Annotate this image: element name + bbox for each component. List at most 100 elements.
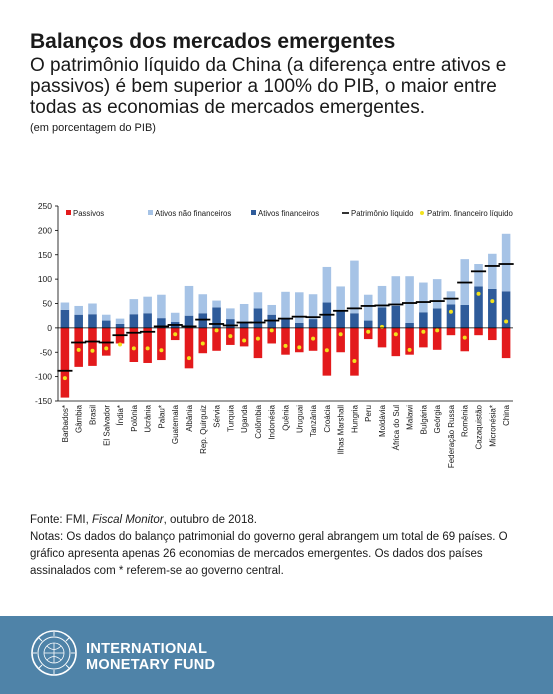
net-financial-worth-dot (269, 328, 274, 333)
imf-seal-icon (31, 630, 77, 676)
x-axis: Barbados* Gâmbia Brasil El Salvador Índia* Po… (58, 400, 513, 468)
net-financial-worth-dot (104, 346, 109, 351)
bar-nonfinancial-assets (295, 292, 304, 323)
net-financial-worth-dot (228, 334, 233, 339)
y-tick-label: 250 (38, 201, 52, 211)
x-tick-label: Romênia (461, 404, 470, 437)
chart-subtitle: O patrimônio líquido da China (a diferen… (30, 55, 507, 118)
balance-sheet-chart: 250 200 150 100 50 0 -50 -100 -150 Barbados* Gâmb… (35, 201, 514, 468)
x-tick-label: Malawi (406, 405, 415, 430)
legend-liabilities-swatch (66, 210, 71, 215)
x-tick-label: Polônia (130, 404, 139, 431)
x-tick-label: Croácia (323, 404, 332, 432)
bar-financial-assets (157, 318, 166, 328)
x-tick-label: Geórgia (433, 404, 442, 433)
bar-financial-assets (88, 314, 97, 328)
bar-nonfinancial-assets (281, 291, 290, 320)
net-financial-worth-dot (159, 348, 164, 353)
bar-financial-assets (336, 309, 345, 328)
bar-nonfinancial-assets (267, 304, 276, 315)
bar-liabilities (295, 327, 304, 353)
net-financial-worth-dot (214, 328, 219, 333)
bar-financial-assets (129, 314, 139, 328)
imf-wordmark: INTERNATIONAL MONETARY FUND (86, 641, 215, 673)
bar-liabilities (239, 327, 249, 347)
x-tick-label: Gâmbia (75, 404, 84, 433)
source-prefix: Fonte: FMI, (30, 514, 92, 526)
bar-financial-assets (363, 320, 373, 328)
legend-net-financial-worth-swatch (420, 211, 424, 215)
bar-nonfinancial-assets (432, 279, 442, 309)
bar-nonfinancial-assets (101, 314, 111, 321)
bar-financial-assets (143, 313, 152, 328)
markers-layer (57, 263, 514, 381)
legend: Passivos Ativos não financeiros Ativos fin… (66, 209, 513, 218)
bar-liabilities (253, 327, 263, 359)
bar-nonfinancial-assets (363, 294, 373, 321)
net-financial-worth-dot (407, 347, 412, 352)
net-financial-worth-dot (448, 309, 453, 314)
bar-nonfinancial-assets (143, 296, 152, 314)
bar-nonfinancial-assets (391, 276, 401, 306)
bar-financial-assets (295, 323, 304, 328)
x-tick-label: Barbados* (61, 405, 70, 442)
x-tick-label: Ilhas Marshall (337, 405, 346, 455)
net-financial-worth-dot (435, 328, 440, 333)
net-financial-worth-dot (338, 332, 343, 337)
bar-financial-assets (101, 320, 111, 328)
bar-nonfinancial-assets (239, 303, 249, 323)
bar-financial-assets (419, 312, 428, 328)
y-tick-label: -150 (35, 396, 52, 406)
net-financial-worth-dot (366, 329, 371, 334)
bar-financial-assets (60, 309, 70, 328)
bar-liabilities (432, 327, 442, 350)
bar-liabilities (377, 327, 387, 348)
brand-line-2: MONETARY FUND (86, 657, 216, 673)
x-tick-label: Rep. Quirguiz (199, 405, 208, 454)
x-tick-label: Indonésia (268, 404, 277, 439)
net-financial-worth-dot (490, 299, 495, 304)
bar-liabilities (474, 327, 483, 336)
x-tick-label: Palau* (157, 405, 166, 429)
bar-nonfinancial-assets (129, 299, 139, 315)
net-financial-worth-dot (380, 324, 385, 329)
bar-liabilities (129, 327, 139, 362)
bars-layer (60, 233, 511, 398)
bar-financial-assets (432, 308, 442, 328)
bar-liabilities (267, 327, 276, 344)
y-tick-label: 50 (43, 299, 53, 309)
y-tick-label: -100 (35, 372, 52, 382)
x-tick-label: Peru (364, 405, 373, 422)
net-financial-worth-dot (283, 343, 288, 348)
bar-nonfinancial-assets (198, 294, 208, 314)
bar-nonfinancial-assets (419, 282, 428, 313)
x-tick-label: Ucrânia (144, 404, 153, 432)
bar-nonfinancial-assets (226, 308, 235, 320)
net-financial-worth-dot (242, 338, 247, 343)
header: Balanços dos mercados emergentes O patri… (30, 30, 530, 134)
bar-nonfinancial-assets (405, 276, 414, 323)
imf-footer: INTERNATIONAL MONETARY FUND (0, 616, 553, 694)
bar-financial-assets (198, 313, 208, 328)
bar-nonfinancial-assets (157, 294, 166, 319)
bar-nonfinancial-assets (322, 266, 332, 303)
net-financial-worth-dot (421, 329, 426, 334)
legend-financial-assets-label: Ativos financeiros (258, 209, 319, 218)
bar-financial-assets (239, 323, 249, 328)
x-tick-label: Brasil (88, 405, 97, 425)
x-tick-label: África do Sul (392, 405, 401, 451)
legend-nonfinancial-assets-swatch (148, 210, 153, 215)
legend-financial-assets-swatch (251, 210, 256, 215)
net-financial-worth-dot (76, 347, 81, 352)
chart-title: Balanços dos mercados emergentes (30, 30, 396, 53)
bar-financial-assets (405, 323, 414, 328)
x-tick-label: Uganda (240, 404, 249, 433)
notes-block: Fonte: FMI, Fiscal Monitor, outubro de 2… (30, 512, 530, 580)
bar-financial-assets (115, 323, 125, 328)
bar-financial-assets (226, 319, 235, 328)
bar-liabilities (350, 327, 359, 376)
legend-net-financial-worth-label: Patrim. financeiro líquido (427, 209, 513, 218)
bar-liabilities (446, 327, 456, 336)
bar-financial-assets (391, 305, 401, 328)
net-financial-worth-dot (62, 376, 67, 381)
